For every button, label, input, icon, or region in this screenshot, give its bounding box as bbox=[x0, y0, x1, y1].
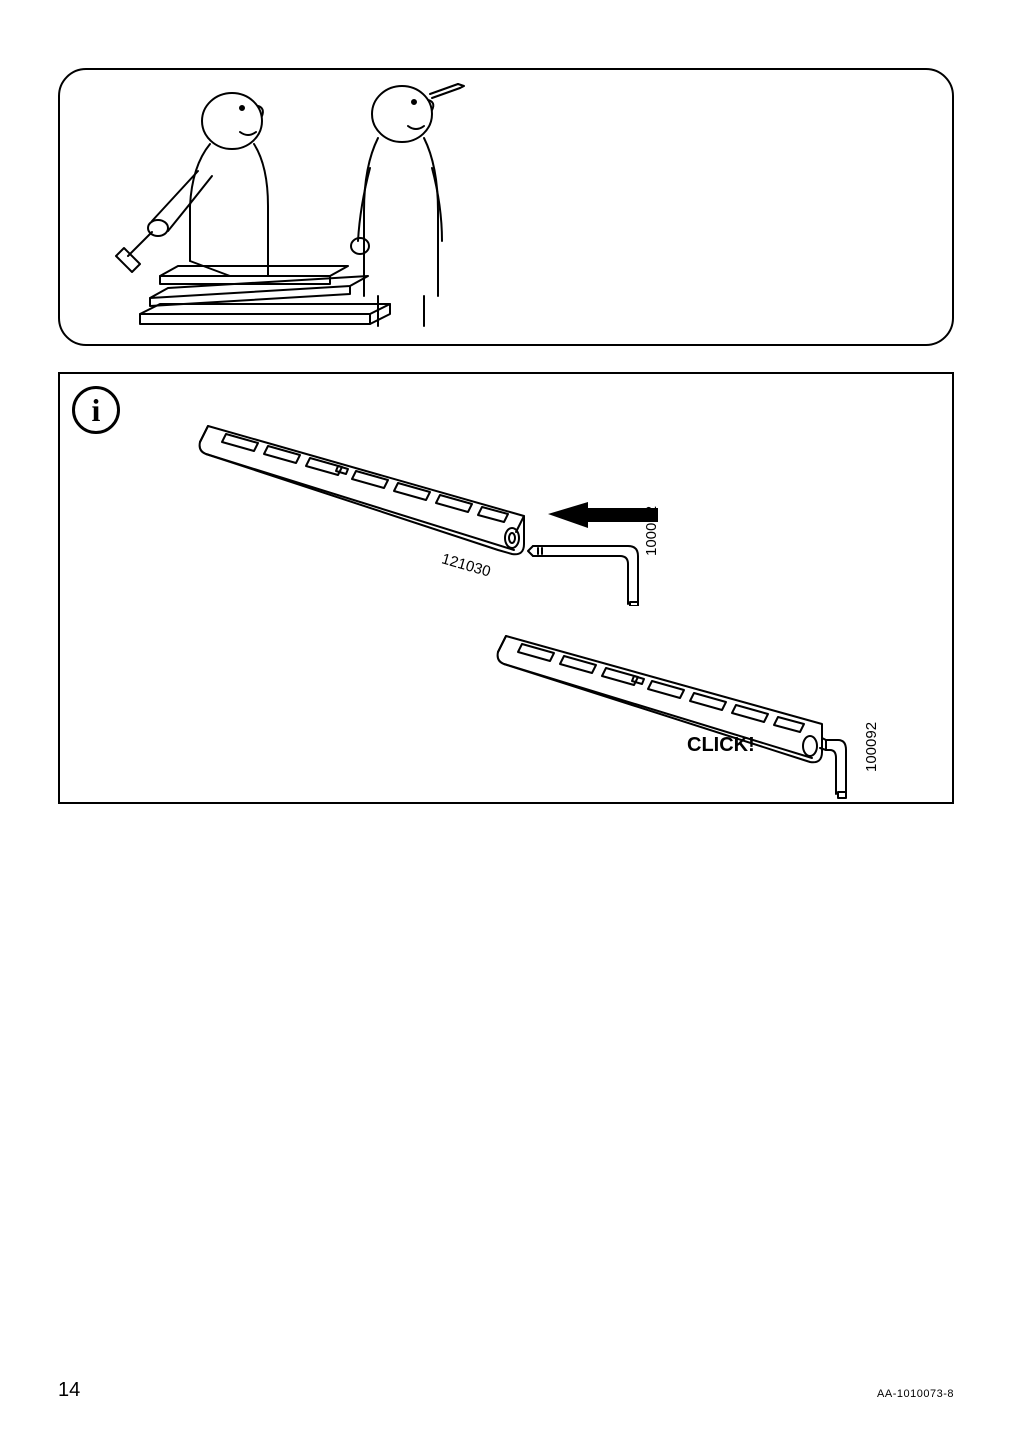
panel-rail-hex-key: i bbox=[58, 372, 954, 804]
two-people-illustration bbox=[80, 76, 510, 336]
part-number-100092-top: 100092 bbox=[643, 506, 660, 556]
rail-hex-insert-diagram bbox=[188, 406, 708, 606]
page: i bbox=[0, 0, 1012, 1432]
info-icon: i bbox=[72, 386, 120, 434]
info-icon-letter: i bbox=[92, 394, 101, 426]
panel-two-people bbox=[58, 68, 954, 346]
page-number: 14 bbox=[58, 1379, 80, 1402]
click-label: CLICK! bbox=[687, 734, 755, 757]
document-id: AA-1010073-8 bbox=[877, 1388, 954, 1400]
part-number-100092-bottom: 100092 bbox=[863, 722, 880, 772]
rail-hex-clicked-diagram bbox=[486, 620, 916, 800]
